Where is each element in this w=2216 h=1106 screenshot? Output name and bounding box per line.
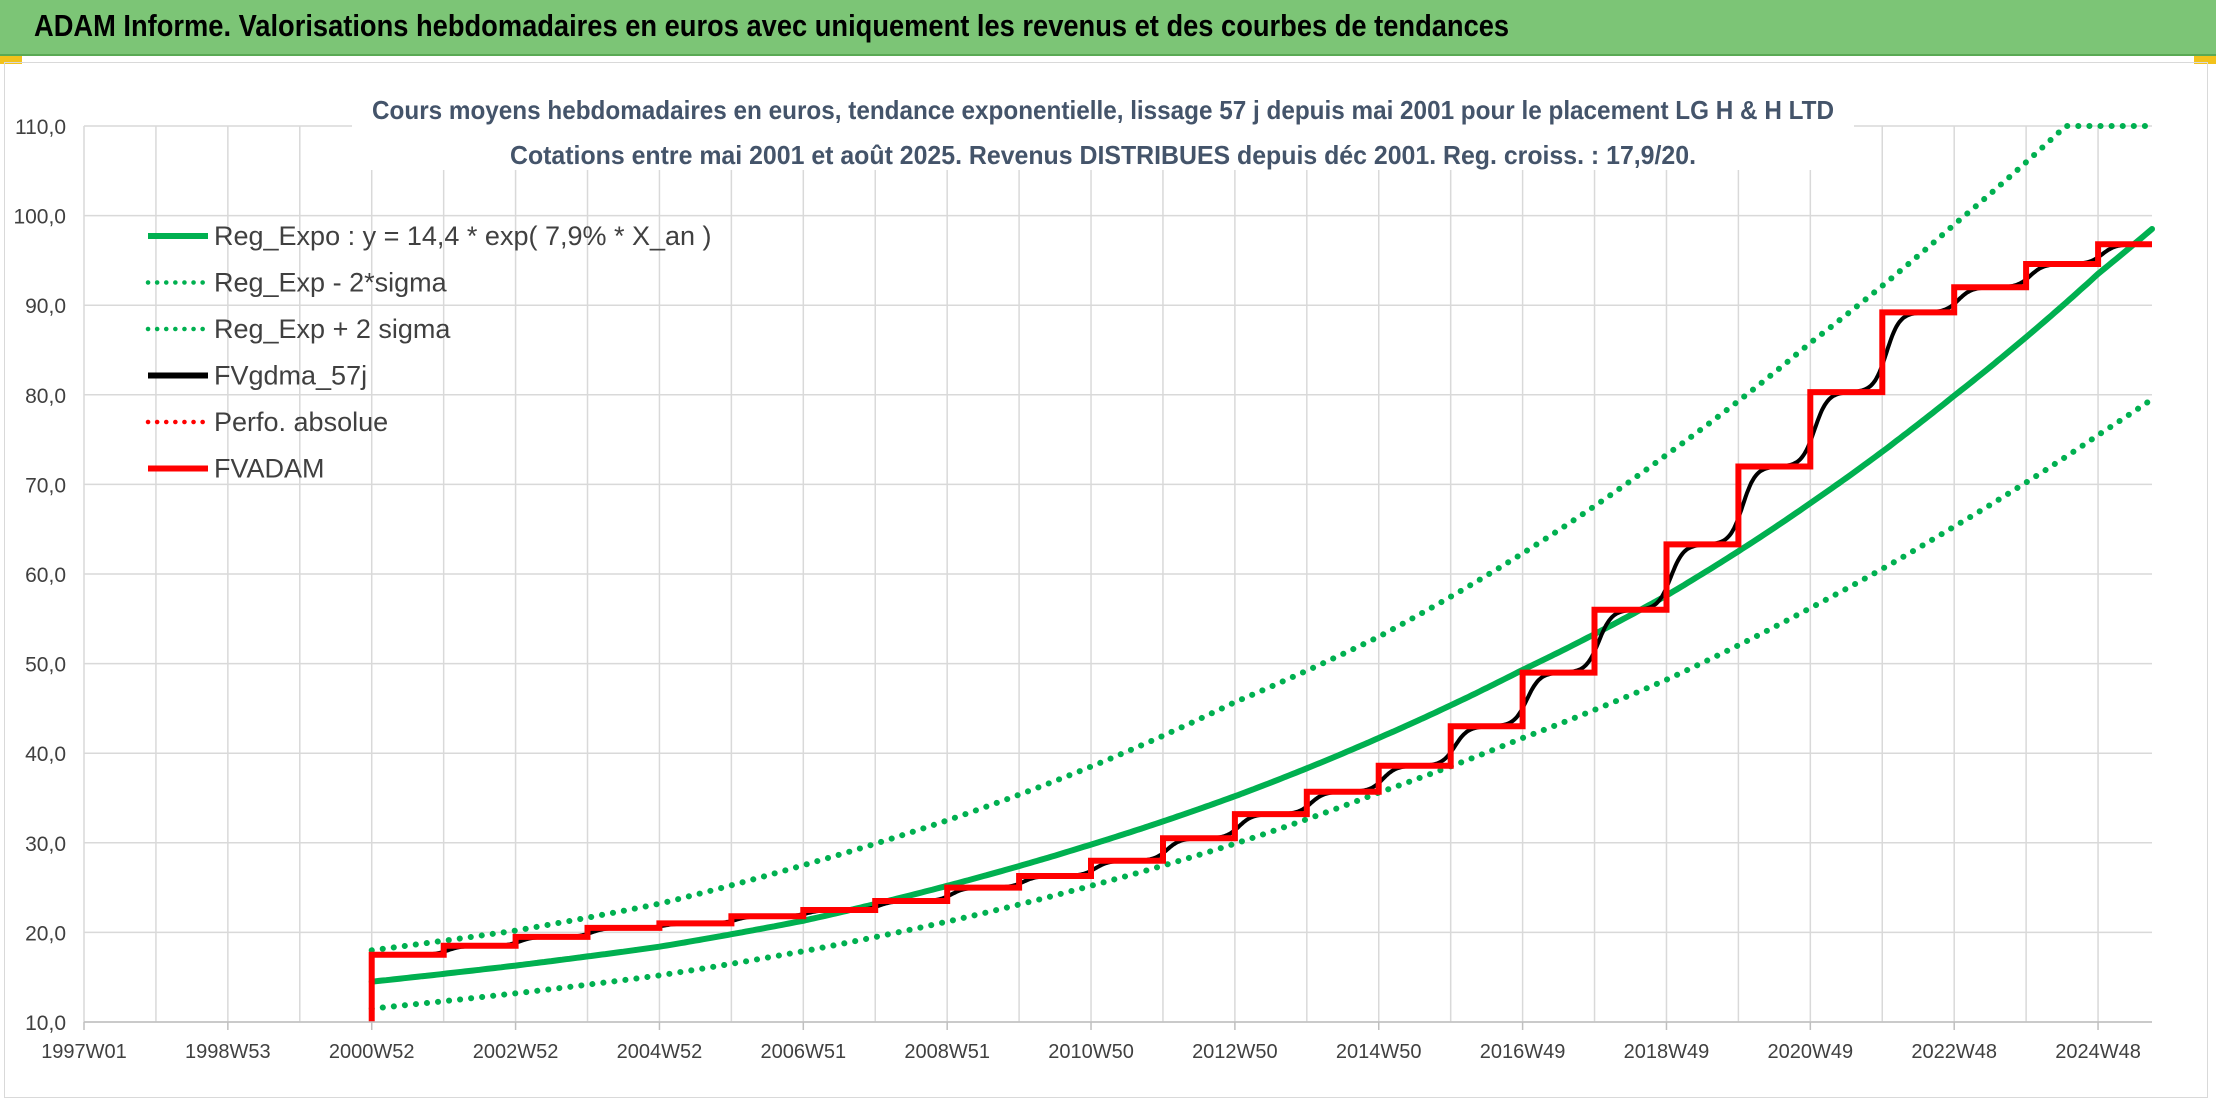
x-tick-label: 2004W52	[617, 1041, 703, 1063]
fvadam-step-line	[368, 241, 2152, 1023]
x-tick-label: 2018W49	[1624, 1041, 1710, 1063]
legend: Reg_Expo : y = 14,4 * exp( 7,9% * X_an )…	[145, 221, 712, 484]
trend-band-line	[368, 396, 2155, 1012]
grid	[83, 125, 2152, 1023]
y-tick-label: 40,0	[25, 743, 66, 766]
x-tick-label: 2000W52	[329, 1041, 415, 1063]
report-title: ADAM Informe. Valorisations hebdomadaire…	[34, 8, 1510, 43]
y-tick-label: 110,0	[15, 116, 66, 139]
corner-mark-left	[0, 56, 22, 64]
x-tick-label: 2002W52	[473, 1041, 559, 1063]
x-tick-label: 1998W53	[185, 1041, 271, 1063]
x-tick-label: 2016W49	[1480, 1041, 1566, 1063]
x-tick-label: 2006W51	[760, 1041, 846, 1063]
y-tick-label: 90,0	[25, 295, 66, 318]
x-tick-label: 2012W50	[1192, 1041, 1278, 1063]
title-background	[352, 88, 1854, 170]
y-tick-label: 30,0	[25, 833, 66, 856]
legend-label: FVgdma_57j	[214, 361, 367, 391]
x-tick-label: 2024W48	[2055, 1041, 2141, 1063]
y-tick-label: 70,0	[25, 474, 66, 497]
trend-line	[368, 226, 2155, 985]
series-layer	[368, 123, 2155, 1023]
x-tick-label: 2022W48	[1911, 1041, 1997, 1063]
chart-frame	[4, 62, 2208, 1098]
legend-label: Reg_Expo : y = 14,4 * exp( 7,9% * X_an )	[214, 221, 712, 251]
chart-title-line-2: Cotations entre mai 2001 et août 2025. R…	[510, 140, 1696, 170]
x-tick-label: 2014W50	[1336, 1041, 1422, 1063]
y-tick-label: 60,0	[25, 564, 66, 587]
x-tick-label: 2010W50	[1048, 1041, 1134, 1063]
legend-label: Reg_Exp - 2*sigma	[214, 268, 448, 298]
trend-band-line	[368, 123, 2155, 954]
chart-title-line-1: Cours moyens hebdomadaires en euros, ten…	[372, 95, 1834, 125]
legend-label: Perfo. absolue	[214, 407, 388, 437]
x-tick-label: 2020W49	[1768, 1041, 1854, 1063]
x-tick-label: 1997W01	[41, 1041, 127, 1063]
report-banner: ADAM Informe. Valorisations hebdomadaire…	[0, 0, 2216, 56]
x-tick-label: 2008W51	[904, 1041, 990, 1063]
axes: 10,0 20,0 30,0 40,0 50,0 60,0 70,0 80,0 90,0 100,…	[13, 116, 2152, 1063]
y-tick-label: 20,0	[25, 922, 66, 945]
legend-label: Reg_Exp + 2 sigma	[214, 314, 451, 344]
chart-title: Cours moyens hebdomadaires en euros, ten…	[352, 88, 1854, 170]
y-tick-label: 100,0	[13, 206, 66, 229]
legend-label: FVADAM	[214, 454, 325, 484]
y-tick-label: 10,0	[25, 1012, 66, 1035]
y-tick-label: 80,0	[25, 385, 66, 408]
y-tick-label: 50,0	[25, 654, 66, 677]
corner-mark-right	[2194, 56, 2216, 64]
